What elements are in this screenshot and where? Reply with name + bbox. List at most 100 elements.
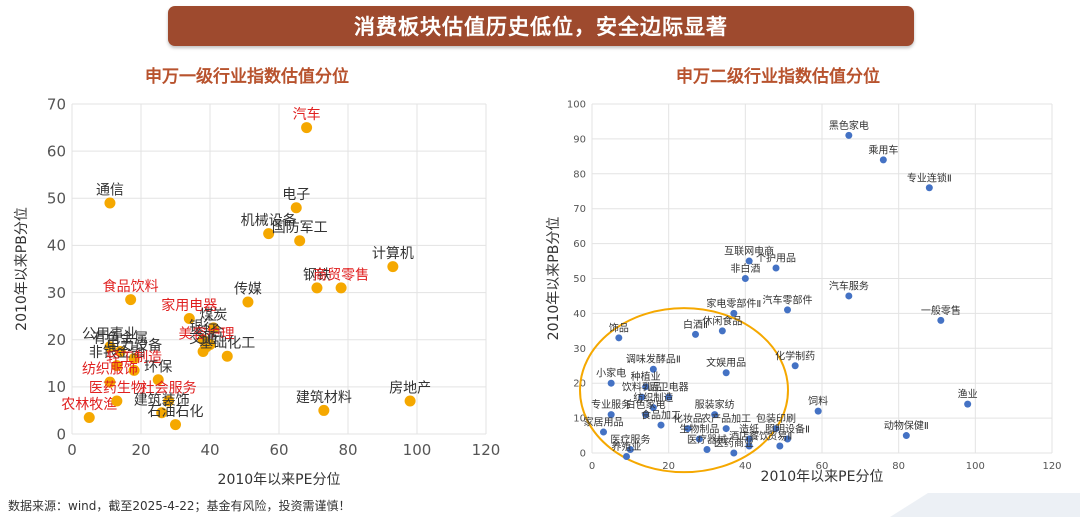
x-tick-label: 100	[403, 441, 432, 459]
point-label: 煤炭	[199, 307, 227, 323]
banner-title: 消费板块估值历史低位，安全边际显著	[354, 15, 728, 39]
point-label: 照明设备Ⅱ	[765, 423, 810, 436]
highlight-ellipse	[579, 307, 789, 474]
scatter-point	[638, 393, 646, 401]
x-tick-label: 60	[269, 441, 288, 459]
point-label: 饲料	[808, 395, 828, 408]
point-label: 医药生物	[89, 381, 145, 397]
scatter-point	[114, 346, 126, 357]
scatter-point	[387, 261, 399, 273]
point-label: 小家电	[596, 367, 626, 380]
header-banner: 消费板块估值历史低位，安全边际显著	[168, 6, 914, 46]
point-label: 机械设备	[241, 212, 297, 229]
point-label: 交通	[189, 330, 217, 347]
point-label: 种植业	[631, 370, 661, 383]
x-tick-label: 40	[200, 441, 219, 459]
point-label: 建筑材料	[296, 390, 352, 406]
scatter-point	[642, 383, 650, 391]
scatter-point	[791, 362, 799, 370]
scatter-point	[845, 292, 853, 300]
point-label: 家用电器	[161, 297, 217, 314]
point-label: 汽车零部件	[763, 293, 813, 306]
scatter-point	[692, 330, 699, 338]
x-tick-label: 0	[67, 441, 77, 459]
point-label: 动物保健Ⅱ	[884, 419, 929, 432]
scatter-point	[111, 360, 123, 372]
point-label: 家电零部件Ⅱ	[706, 297, 761, 310]
point-label: 白酒Ⅱ	[683, 318, 708, 331]
point-label: 白色家电	[626, 398, 666, 411]
x-axis-title: 2010年以来PE分位	[218, 472, 341, 488]
point-label: 国防军工	[272, 220, 328, 236]
point-label: 渔业	[958, 389, 978, 401]
point-label: 电力设备	[106, 337, 162, 354]
scatter-point	[649, 404, 657, 412]
y-tick-label: 80	[573, 169, 586, 180]
scatter-point	[722, 369, 730, 377]
point-label: 社会服务	[141, 381, 197, 397]
scatter-point	[335, 282, 347, 294]
point-label: 非银金融	[89, 345, 145, 361]
point-label: 休闲食品	[702, 314, 742, 327]
scatter-point	[111, 395, 123, 407]
point-label: 酒店餐饮	[729, 430, 769, 443]
x-tick-label: 100	[966, 461, 985, 472]
scatter-point	[745, 435, 753, 443]
point-label: 综合	[196, 324, 224, 340]
scatter-point	[626, 446, 634, 454]
scatter-point	[83, 412, 95, 423]
scatter-point	[290, 202, 302, 214]
point-label: 家居用品	[584, 416, 624, 429]
x-tick-label: 20	[131, 441, 150, 459]
point-label: 有色金属	[92, 330, 148, 347]
y-tick-label: 10	[47, 378, 66, 396]
point-label: 电子	[282, 187, 310, 203]
point-label: 生物制品	[679, 423, 719, 436]
point-label: 互联网电商	[724, 245, 774, 258]
point-label: 纺织服饰	[82, 362, 138, 378]
decorative-corner-shape	[890, 493, 1080, 517]
scatter-point	[784, 306, 791, 314]
scatter-point	[964, 400, 972, 408]
point-label: 饮料乳品	[622, 381, 662, 394]
point-label: 专业连锁Ⅱ	[907, 171, 952, 184]
point-label: 农林牧渔	[61, 397, 117, 413]
scatter-point	[772, 425, 780, 433]
scatter-point	[607, 411, 615, 419]
y-tick-label: 0	[56, 425, 66, 443]
scatter-point	[703, 446, 711, 454]
scatter-point	[814, 407, 822, 415]
point-label: 医药商业	[714, 437, 754, 450]
scatter-point	[722, 425, 730, 433]
point-label: 非白酒	[730, 262, 760, 275]
point-label: 厨卫电器	[649, 381, 689, 394]
scatter-point	[311, 282, 323, 294]
point-label: 食品饮料	[103, 278, 159, 295]
scatter-point	[623, 452, 630, 460]
scatter-point	[104, 376, 116, 388]
scatter-point	[600, 428, 607, 436]
y-tick-label: 30	[47, 284, 66, 302]
point-label: 农产品加工	[701, 412, 751, 425]
y-tick-label: 40	[47, 237, 66, 255]
scatter-point	[128, 353, 140, 365]
left-chart-title: 申万一级行业指数估值分位	[145, 67, 349, 87]
scatter-point	[695, 435, 703, 443]
x-tick-label: 120	[1042, 461, 1061, 472]
x-tick-label: 120	[472, 441, 501, 459]
scatter-point	[263, 228, 275, 240]
point-label: 个护用品	[756, 252, 796, 265]
x-axis-title: 2010年以来PE分位	[761, 469, 884, 485]
scatter-point	[879, 156, 887, 164]
scatter-point	[711, 411, 719, 419]
point-label: 贸易Ⅱ	[767, 431, 792, 443]
y-tick-label: 10	[573, 414, 586, 425]
point-label: 专业服务	[591, 398, 631, 411]
point-label: 一般零售	[921, 304, 961, 317]
scatter-point	[784, 435, 791, 443]
point-label: 食品加工	[641, 409, 681, 422]
point-label: 房地产	[389, 381, 431, 397]
scatter-point	[607, 379, 615, 387]
y-tick-label: 90	[573, 134, 586, 145]
